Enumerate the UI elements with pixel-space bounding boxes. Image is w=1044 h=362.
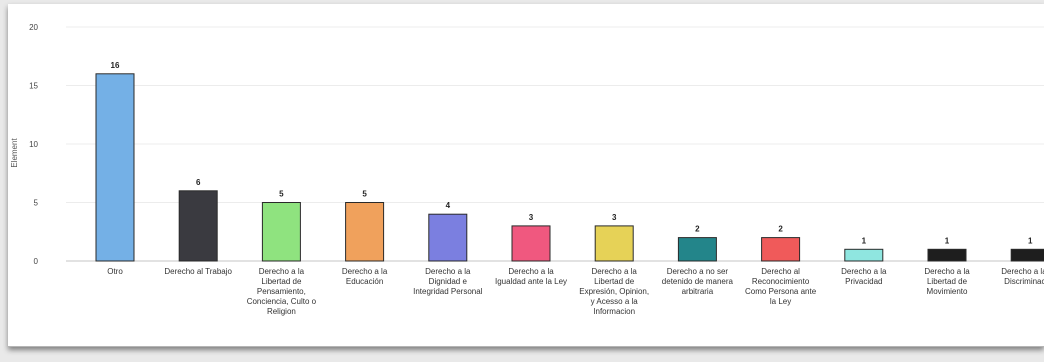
category-label: Derecho a la Libertad de Pensamiento, Co… — [246, 267, 317, 316]
bar-chart: 0 5 10 15 20 16 6 5 5 4 3 3 2 2 1 1 1 Element — [10, 23, 1044, 266]
y-tick-label: 20 — [29, 23, 38, 32]
bar-value-label: 1 — [1028, 236, 1033, 245]
bar[interactable] — [594, 225, 634, 262]
y-tick-label: 5 — [34, 199, 39, 208]
y-axis-label: Element — [10, 138, 19, 168]
bar[interactable] — [927, 248, 967, 262]
bar[interactable] — [844, 248, 884, 262]
bar[interactable] — [178, 190, 218, 262]
bar-value-label: 6 — [196, 178, 201, 187]
category-label: Otro — [107, 267, 123, 276]
bar-value-label: 16 — [111, 61, 120, 70]
bar-value-label: 4 — [446, 201, 451, 210]
category-label: Derecho a no ser detenido de manera arbi… — [661, 267, 733, 296]
y-tick-label: 15 — [29, 82, 38, 91]
bar[interactable] — [428, 213, 468, 262]
y-tick-label: 0 — [34, 257, 39, 266]
category-label: Derecho a la Libertad de Movimiento — [924, 267, 970, 296]
category-label: Derecho a la Libertad de Expresión, Opin… — [579, 267, 650, 316]
bar[interactable] — [95, 73, 135, 262]
category-label: Derecho a la No Discriminacion — [1001, 267, 1044, 286]
bar[interactable] — [511, 225, 551, 262]
category-label: Derecho al Reconocimiento Como Persona a… — [745, 267, 817, 306]
category-label: Derecho a la Igualdad ante la Ley — [494, 267, 568, 286]
bar-value-label: 1 — [862, 236, 867, 245]
category-label: Derecho a la Dignidad e Integridad Perso… — [413, 267, 483, 296]
y-tick-label: 10 — [29, 140, 38, 149]
chart-panel: 0 5 10 15 20 16 6 5 5 4 3 3 2 2 1 1 1 Element Otro Derec… — [8, 4, 1044, 347]
bar[interactable] — [1010, 248, 1044, 262]
category-label: Derecho a la Privacidad — [841, 267, 887, 286]
bar-value-label: 5 — [279, 190, 284, 199]
bar[interactable] — [761, 237, 801, 262]
bar-value-label: 3 — [529, 213, 534, 222]
bar[interactable] — [261, 202, 301, 262]
bar-value-label: 2 — [778, 225, 783, 234]
category-label: Derecho al Trabajo — [164, 267, 232, 276]
bar-value-label: 1 — [945, 236, 950, 245]
bar[interactable] — [677, 237, 717, 262]
bar-value-label: 2 — [695, 225, 700, 234]
bar-value-label: 3 — [612, 213, 617, 222]
bar[interactable] — [345, 202, 385, 262]
category-label: Derecho a la Educación — [341, 267, 388, 286]
bar-value-label: 5 — [362, 190, 367, 199]
